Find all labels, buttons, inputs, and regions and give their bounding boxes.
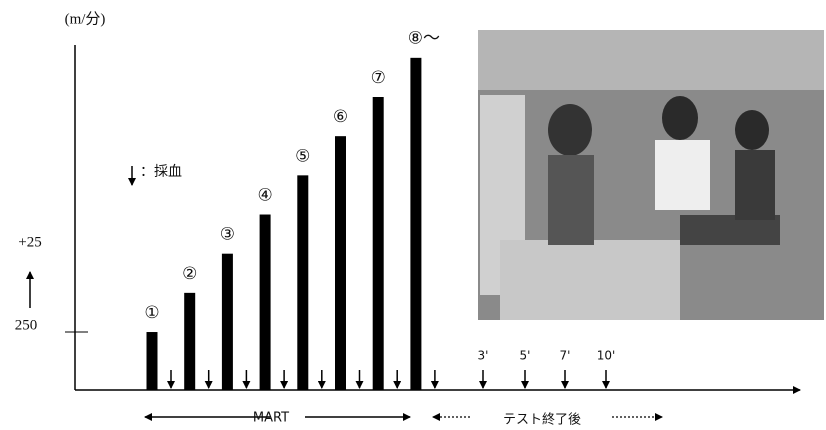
bar bbox=[297, 175, 308, 390]
bar-label: ⑦ bbox=[371, 68, 386, 87]
bar-label: ④ bbox=[257, 185, 272, 204]
bar-label: ① bbox=[144, 303, 159, 322]
bar bbox=[335, 136, 346, 390]
bar bbox=[184, 293, 195, 390]
bar bbox=[373, 97, 384, 390]
bar-label: ⑤ bbox=[295, 146, 310, 165]
bar-label: ⑥ bbox=[333, 107, 348, 126]
increment-label: +25 bbox=[18, 234, 41, 250]
legend-label: ：採血 bbox=[140, 164, 182, 180]
bar bbox=[260, 215, 271, 390]
bar-label: ③ bbox=[220, 225, 235, 244]
time-label: 10' bbox=[597, 349, 616, 363]
y-tick-label: 250 bbox=[15, 317, 38, 333]
phase-label: テスト終了後 bbox=[503, 412, 581, 426]
bar bbox=[410, 58, 421, 390]
bar-label: ② bbox=[182, 264, 197, 283]
y-axis-label: (m/分) bbox=[65, 10, 106, 27]
bar-label: ⑧～ bbox=[408, 29, 440, 48]
time-label: 5' bbox=[520, 349, 531, 363]
bar bbox=[222, 254, 233, 390]
phase-label: MART bbox=[253, 411, 289, 426]
chart: (m/分) +25 ：採血 MART テスト終了後 250 ① ② ③ ④ ⑤ ⑥ ⑦ ⑧～ 3'… bbox=[0, 0, 826, 425]
time-label: 7' bbox=[560, 349, 571, 363]
time-label: 3' bbox=[478, 349, 489, 363]
bar bbox=[147, 332, 158, 390]
photo bbox=[478, 30, 824, 320]
